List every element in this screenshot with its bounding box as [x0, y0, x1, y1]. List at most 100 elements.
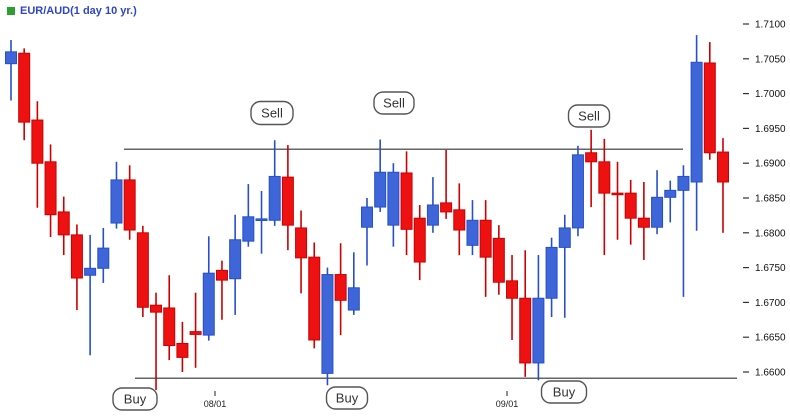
- candle: [308, 242, 321, 349]
- candle-body: [387, 171, 400, 226]
- candle: [598, 138, 611, 256]
- candle-body: [242, 216, 255, 242]
- buy-label: Buy: [112, 387, 158, 411]
- candle: [387, 163, 400, 247]
- candle: [347, 252, 360, 315]
- candle-body: [202, 272, 215, 336]
- candle-body: [70, 234, 83, 279]
- candle-body: [466, 219, 479, 246]
- candle-body: [651, 196, 664, 228]
- price-label: 1.7050: [755, 54, 786, 65]
- candle-body: [413, 217, 426, 263]
- candle: [321, 267, 334, 386]
- candle-body: [558, 227, 571, 248]
- candle-body: [334, 274, 347, 301]
- candle-body: [123, 179, 136, 231]
- candle: [150, 292, 163, 391]
- candle-body: [136, 232, 149, 308]
- candle: [136, 225, 149, 318]
- date-label: 08/01: [204, 399, 227, 409]
- sell-label: Sell: [250, 100, 294, 126]
- candle-body: [453, 209, 466, 231]
- candle: [123, 165, 136, 240]
- candle-body: [347, 287, 360, 311]
- candle-body: [57, 211, 70, 236]
- legend-marker-icon: [7, 7, 15, 15]
- buy-label-text: Buy: [553, 385, 576, 400]
- candle-body: [176, 342, 189, 358]
- candle-body: [229, 239, 242, 280]
- candle: [255, 191, 268, 254]
- sell-label-box: [373, 91, 415, 115]
- candle-body: [374, 171, 387, 208]
- candle-body: [97, 247, 110, 269]
- candle: [413, 204, 426, 281]
- candle: [492, 225, 505, 295]
- candle-body: [624, 192, 637, 219]
- candle-body: [150, 304, 163, 313]
- candle-body: [5, 51, 17, 65]
- candle: [57, 196, 70, 256]
- candle-body: [84, 267, 97, 276]
- candle-body: [360, 206, 373, 228]
- buy-label-text: Buy: [336, 391, 359, 406]
- buy-label-box: [325, 386, 369, 410]
- candle: [585, 129, 598, 208]
- candle-body: [506, 280, 519, 299]
- candle: [281, 145, 294, 251]
- candle-body: [321, 274, 334, 374]
- sell-label: Sell: [373, 91, 415, 115]
- candle: [268, 140, 281, 226]
- chart-legend: EUR/AUD(1 day 10 yr.): [7, 5, 137, 17]
- sell-label-text: Sell: [261, 106, 283, 121]
- candle: [664, 180, 677, 223]
- candle: [440, 149, 453, 219]
- candle-body: [268, 175, 281, 221]
- candle: [334, 243, 347, 336]
- candle: [677, 165, 690, 297]
- candle: [690, 35, 703, 231]
- candle: [5, 40, 17, 101]
- price-label: 1.6600: [755, 368, 786, 379]
- candle: [374, 139, 387, 212]
- candle-body: [308, 256, 321, 341]
- candle: [611, 161, 624, 240]
- candle-body: [664, 189, 677, 198]
- candle: [624, 179, 637, 245]
- candle-body: [440, 202, 453, 213]
- candle-body: [492, 237, 505, 283]
- candle-body: [18, 52, 31, 123]
- price-label: 1.7100: [755, 20, 786, 31]
- candle: [571, 145, 584, 237]
- candle: [716, 138, 729, 233]
- candle-body: [426, 204, 439, 226]
- candle-body: [519, 297, 532, 364]
- candle: [637, 181, 650, 260]
- sell-label-box: [250, 100, 294, 126]
- buy-label-box: [540, 380, 588, 404]
- candle: [176, 321, 189, 372]
- candle: [426, 177, 439, 233]
- buy-label-box: [112, 387, 158, 411]
- candle-body: [189, 331, 202, 335]
- candle: [110, 161, 123, 229]
- candle: [466, 200, 479, 256]
- candle: [558, 214, 571, 318]
- sell-label-text: Sell: [578, 109, 600, 124]
- candle-body: [295, 227, 308, 259]
- candle: [202, 236, 215, 341]
- date-label: 09/01: [496, 399, 519, 409]
- candle: [360, 198, 373, 266]
- candle: [229, 214, 242, 315]
- candle-body: [571, 154, 584, 229]
- candle: [31, 101, 44, 208]
- candle-body: [163, 307, 176, 347]
- candle-body: [44, 161, 57, 216]
- candle: [70, 224, 83, 311]
- buy-label: Buy: [325, 386, 369, 410]
- candle-body: [690, 61, 703, 183]
- price-label: 1.6950: [755, 124, 786, 135]
- candle-body: [281, 176, 294, 226]
- candle-body: [255, 218, 268, 221]
